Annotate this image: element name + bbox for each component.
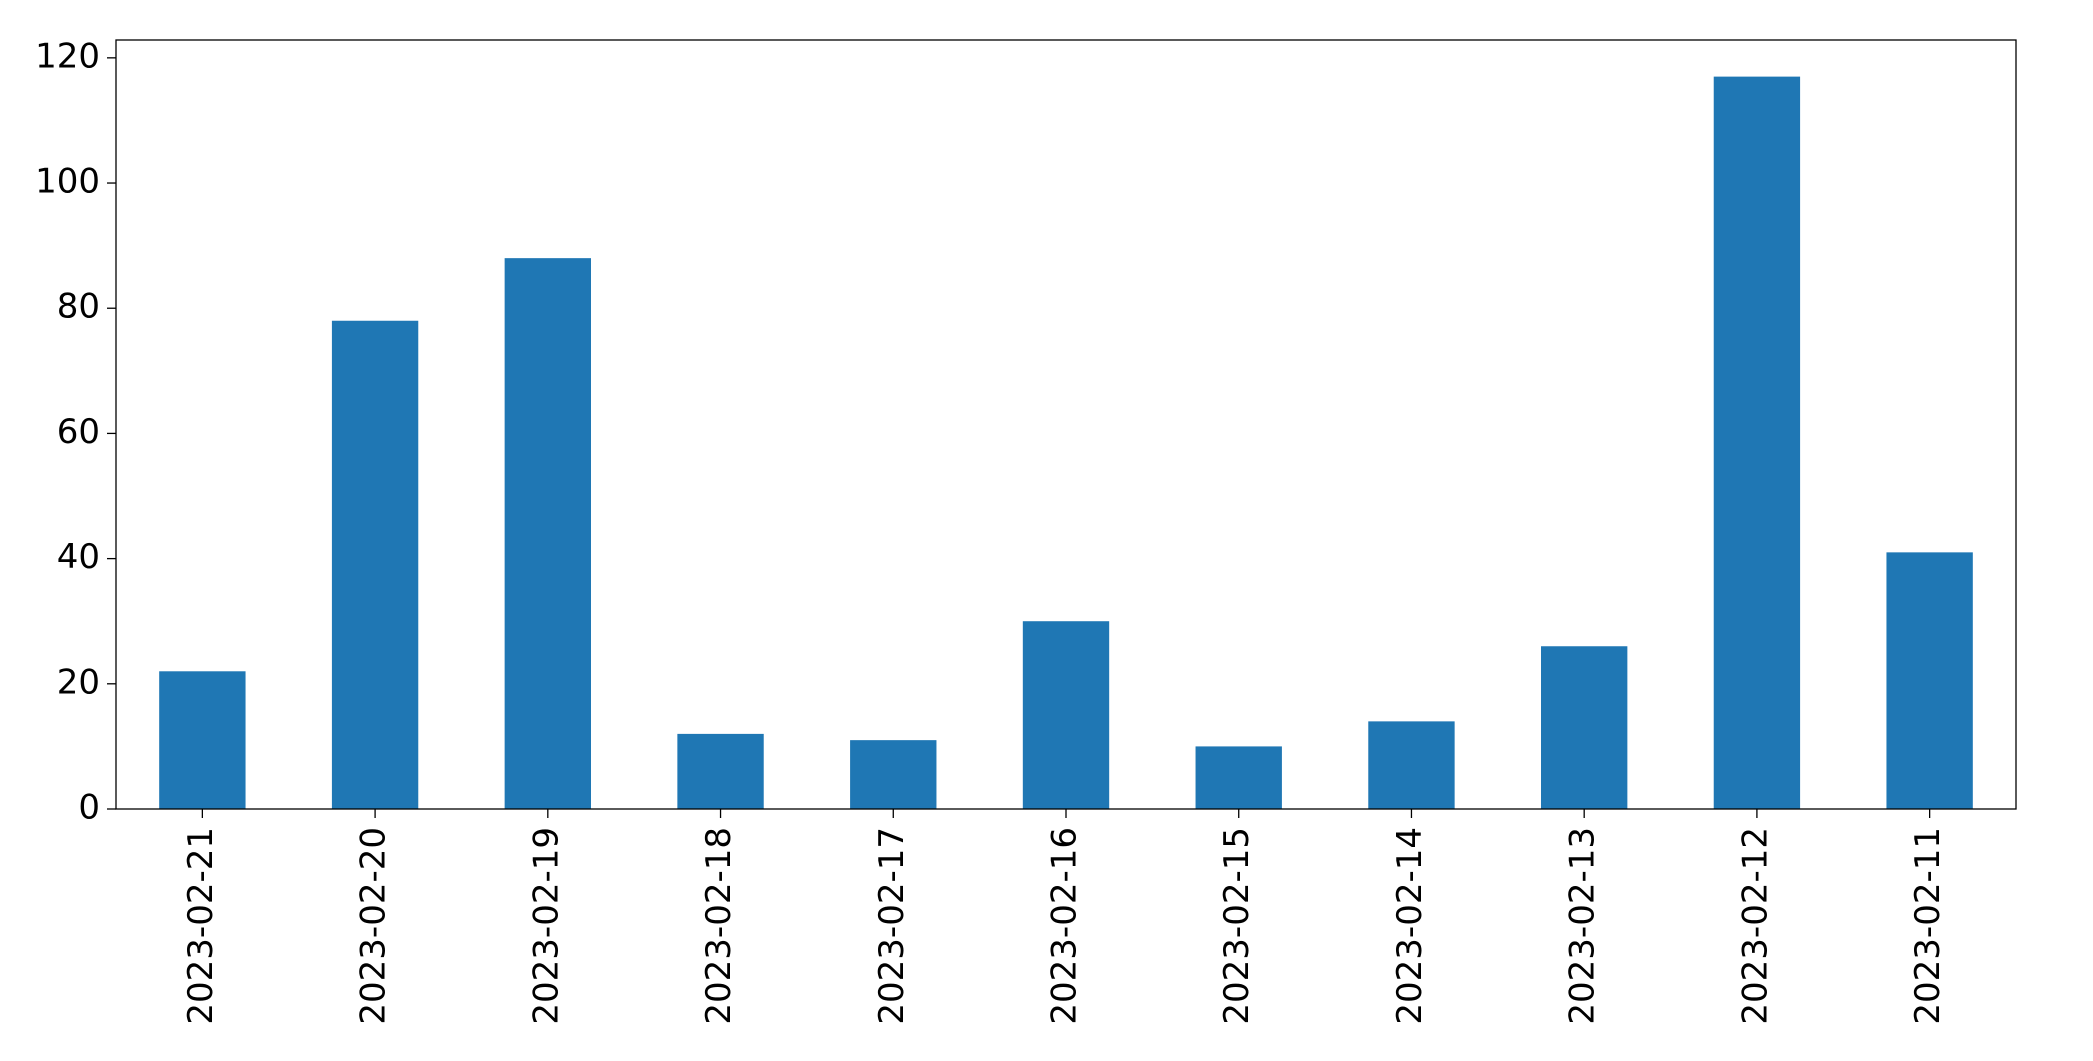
x-tick-label: 2023-02-14 <box>1390 827 1430 1025</box>
y-tick-label: 120 <box>35 36 100 76</box>
axes-frame <box>115 39 2017 810</box>
x-tick-label: 2023-02-21 <box>181 827 221 1025</box>
bar <box>1022 621 1110 809</box>
x-tick-label: 2023-02-13 <box>1563 827 1603 1025</box>
x-tick-label: 2023-02-20 <box>354 827 394 1025</box>
x-tick-label: 2023-02-15 <box>1217 827 1257 1025</box>
bar <box>1713 76 1801 810</box>
x-tick-label: 2023-02-18 <box>699 827 739 1025</box>
bar <box>1886 552 1973 809</box>
y-tick-label: 100 <box>35 162 100 202</box>
y-tick-label: 20 <box>57 662 100 702</box>
x-tick-label: 2023-02-12 <box>1735 827 1775 1025</box>
bar <box>677 733 764 809</box>
bar <box>331 320 419 809</box>
y-tick-label: 40 <box>57 537 100 577</box>
y-tick-label: 80 <box>57 287 100 327</box>
y-tick-label: 60 <box>57 412 100 452</box>
bar <box>504 258 591 809</box>
y-tick-label: 0 <box>78 788 100 828</box>
bar <box>1541 646 1628 809</box>
bar <box>1195 746 1282 809</box>
bar <box>850 740 937 809</box>
bar <box>159 671 246 809</box>
x-tick-label: 2023-02-19 <box>526 827 566 1025</box>
x-tick-label: 2023-02-11 <box>1908 827 1948 1025</box>
x-tick-label: 2023-02-17 <box>872 827 912 1025</box>
bar <box>1368 721 1455 809</box>
x-tick-label: 2023-02-16 <box>1045 827 1085 1025</box>
